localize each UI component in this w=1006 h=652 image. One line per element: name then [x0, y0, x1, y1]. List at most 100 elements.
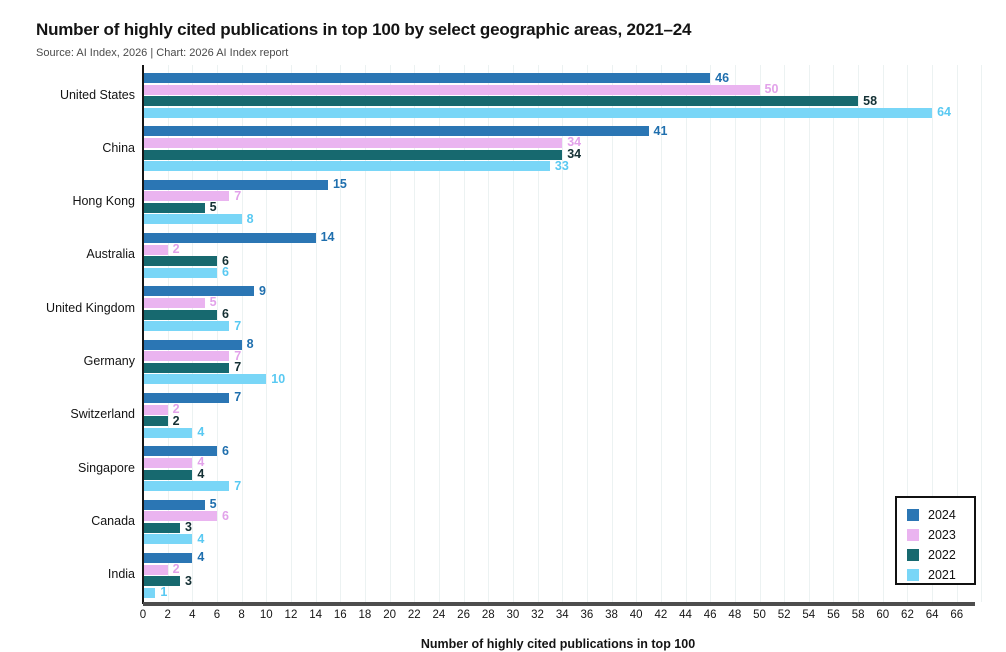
x-tick-label-34: 34 [555, 609, 569, 621]
bar-united-kingdom-2021 [144, 321, 230, 332]
bar-germany-2023 [144, 351, 230, 362]
x-tick-label-50: 50 [753, 609, 766, 621]
legend-label-2022: 2022 [928, 548, 956, 562]
bar-hong-kong-2021 [144, 214, 242, 225]
gridline-x-32 [537, 65, 539, 602]
bar-australia-2024 [144, 232, 316, 243]
x-tick-label-8: 8 [238, 609, 245, 621]
gridline-x-26 [463, 65, 465, 602]
bar-value-singapore-2023: 4 [197, 455, 205, 470]
x-tick-label-28: 28 [481, 609, 495, 621]
legend-item-2023: 2023 [907, 525, 974, 545]
x-tick-label-2: 2 [164, 609, 171, 621]
gridline-x-58 [858, 65, 860, 602]
bar-united-kingdom-2022 [144, 309, 217, 320]
bar-singapore-2022 [144, 469, 193, 480]
gridline-x-62 [907, 65, 909, 602]
bar-united-kingdom-2023 [144, 297, 205, 308]
bar-value-hong-kong-2022: 5 [209, 200, 217, 215]
x-tick-label-18: 18 [358, 609, 372, 621]
bar-china-2021 [144, 161, 550, 172]
x-axis-line [143, 602, 975, 606]
x-tick-label-54: 54 [802, 609, 816, 621]
bar-value-united-kingdom-2021: 7 [234, 318, 242, 333]
bar-india-2021 [144, 587, 156, 598]
gridline-x-44 [685, 65, 687, 602]
bar-value-canada-2023: 6 [221, 508, 229, 523]
x-tick-label-46: 46 [703, 609, 717, 621]
bar-china-2024 [144, 126, 649, 137]
bar-value-china-2022: 34 [567, 147, 582, 162]
gridline-x-24 [438, 65, 440, 602]
bar-value-singapore-2024: 6 [221, 443, 229, 458]
x-tick-label-22: 22 [407, 609, 421, 621]
gridline-x-36 [586, 65, 588, 602]
category-label-united-kingdom: United Kingdom [46, 300, 135, 315]
bar-value-canada-2021: 4 [197, 531, 205, 546]
x-tick-label-14: 14 [309, 609, 323, 621]
legend-label-2024: 2024 [928, 508, 956, 522]
legend-swatch-2023 [907, 529, 919, 541]
category-label-canada: Canada [91, 514, 135, 529]
bar-value-india-2021: 1 [160, 585, 168, 600]
gridline-x-18 [364, 65, 366, 602]
bar-australia-2021 [144, 267, 217, 278]
x-tick-label-58: 58 [851, 609, 865, 621]
bar-value-australia-2022: 6 [221, 253, 229, 268]
x-tick-label-40: 40 [629, 609, 643, 621]
gridline-x-28 [488, 65, 490, 602]
legend-label-2021: 2021 [928, 568, 956, 582]
bar-canada-2022 [144, 522, 180, 533]
bar-value-united-states-2022: 58 [863, 93, 878, 108]
x-tick-label-4: 4 [189, 609, 196, 621]
chart-title: Number of highly cited publications in t… [36, 20, 692, 39]
gridline-x-50 [759, 65, 761, 602]
gridline-x-42 [660, 65, 662, 602]
gridline-x-68 [981, 65, 983, 602]
bar-value-china-2023: 34 [567, 135, 582, 150]
bar-value-switzerland-2021: 4 [197, 425, 205, 440]
category-label-china: China [102, 140, 135, 155]
gridline-x-16 [340, 65, 342, 602]
gridline-x-54 [808, 65, 810, 602]
x-tick-label-16: 16 [333, 609, 347, 621]
category-label-united-states: United States [59, 87, 135, 102]
gridline-x-22 [414, 65, 416, 602]
bar-value-australia-2024: 14 [320, 230, 335, 245]
x-tick-label-62: 62 [901, 609, 914, 621]
x-tick-label-26: 26 [457, 609, 470, 621]
bar-hong-kong-2022 [144, 202, 205, 213]
bar-value-united-kingdom-2024: 9 [258, 283, 266, 298]
gridline-x-46 [710, 65, 712, 602]
bar-value-germany-2022: 7 [234, 360, 242, 375]
bar-value-united-kingdom-2023: 5 [209, 295, 217, 310]
gridline-x-6 [216, 65, 218, 602]
bar-value-switzerland-2024: 7 [234, 390, 242, 405]
category-label-hong-kong: Hong Kong [72, 194, 135, 209]
bar-united-states-2022 [144, 96, 859, 107]
x-tick-label-0: 0 [139, 609, 147, 621]
bar-value-hong-kong-2024: 15 [332, 177, 347, 192]
bar-value-india-2023: 2 [172, 562, 180, 577]
x-tick-label-10: 10 [259, 609, 273, 621]
bar-singapore-2021 [144, 481, 230, 492]
x-tick-label-32: 32 [531, 609, 544, 621]
x-tick-label-12: 12 [284, 609, 298, 621]
bar-china-2023 [144, 137, 563, 148]
category-label-singapore: Singapore [78, 460, 135, 475]
bar-united-states-2021 [144, 107, 933, 118]
x-tick-label-44: 44 [679, 609, 692, 621]
bar-germany-2022 [144, 362, 230, 373]
y-axis-line [142, 65, 144, 604]
bar-australia-2023 [144, 244, 168, 255]
legend-swatch-2022 [907, 549, 919, 561]
x-tick-label-66: 66 [950, 609, 964, 621]
bar-india-2022 [144, 576, 180, 587]
gridline-x-34 [562, 65, 564, 602]
legend-item-2021: 2021 [907, 565, 974, 585]
legend-item-2022: 2022 [907, 545, 974, 565]
category-label-india: India [107, 567, 135, 582]
chart-source-note: Source: AI Index, 2026 | Chart: 2026 AI … [36, 47, 289, 59]
gridline-x-66 [956, 65, 958, 602]
